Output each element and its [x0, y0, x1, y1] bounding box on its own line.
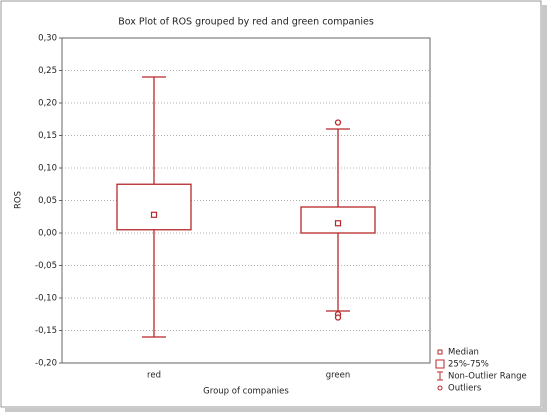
y-tick-label: -0,05: [35, 261, 57, 271]
legend-marker: [435, 359, 445, 369]
y-tick-label: 0,30: [38, 34, 57, 44]
outlier: [334, 314, 342, 321]
frame-shadow: [5, 408, 547, 412]
legend-marker: [437, 349, 443, 355]
chart-title: Box Plot of ROS grouped by red and green…: [118, 17, 374, 28]
median: [334, 220, 342, 227]
box: [116, 183, 192, 231]
legend-marker: [437, 385, 443, 391]
y-tick-label: 0,15: [38, 131, 57, 141]
y-tick-label: -0,15: [35, 326, 57, 336]
outlier: [334, 119, 342, 126]
y-tick-label: 0,20: [38, 99, 57, 109]
x-axis-label: Group of companies: [203, 387, 289, 397]
y-axis-label: ROS: [14, 191, 24, 209]
y-tick-label: 0,00: [38, 229, 57, 239]
x-tick-label: green: [326, 371, 351, 381]
y-tick-label: 0,25: [38, 66, 57, 76]
legend-label: Outliers: [448, 384, 482, 394]
x-tick-label: red: [147, 371, 161, 381]
y-tick-label: -0,10: [35, 294, 57, 304]
median: [150, 211, 158, 218]
legend-label: 25%-75%: [448, 360, 489, 370]
frame-shadow: [542, 5, 547, 410]
legend-label: Median: [448, 348, 479, 358]
box: [300, 206, 376, 234]
y-tick-label: 0,10: [38, 164, 57, 174]
plot-border: [61, 37, 431, 364]
frame: [0, 0, 542, 408]
legend-label: Non-Outlier Range: [448, 372, 527, 382]
y-tick-label: 0,05: [38, 196, 57, 206]
y-tick-label: -0,20: [35, 359, 57, 369]
